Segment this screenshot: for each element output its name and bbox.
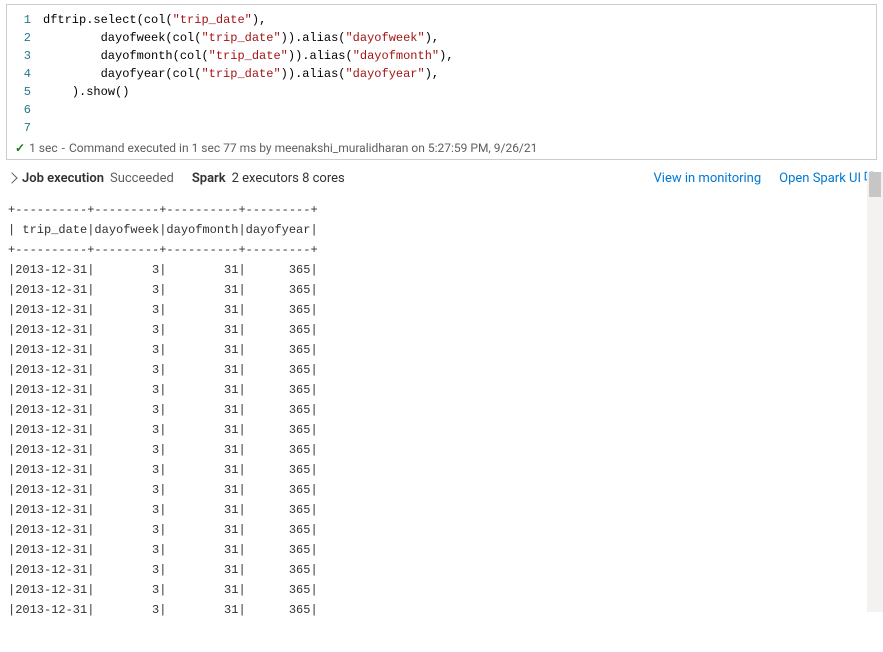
code-token: , <box>432 31 439 45</box>
code-token: "dayofweek" <box>345 31 424 45</box>
execution-status-bar: ✓ 1 sec - Command executed in 1 sec 77 m… <box>7 137 876 159</box>
checkmark-icon: ✓ <box>15 141 25 155</box>
output-area: +----------+---------+----------+-------… <box>8 200 883 628</box>
code-token: ) <box>122 85 129 99</box>
open-spark-label: Open Spark UI <box>779 171 861 186</box>
code-token: "trip_date" <box>209 49 288 63</box>
line-number: 3 <box>7 47 31 65</box>
code-token: col <box>180 49 202 63</box>
line-gutter: 1 2 3 4 5 6 7 <box>7 11 43 137</box>
code-token: ) <box>252 13 259 27</box>
code-token: col <box>173 67 195 81</box>
code-cell: 1 2 3 4 5 6 7 dftrip.select(col("trip_da… <box>6 4 877 160</box>
code-token: col <box>173 31 195 45</box>
code-token: alias <box>309 49 345 63</box>
code-token: ( <box>201 49 208 63</box>
code-token: ( <box>345 49 352 63</box>
code-token: ( <box>173 49 180 63</box>
line-number: 6 <box>7 101 31 119</box>
job-execution-label[interactable]: Job execution <box>22 171 104 186</box>
code-token: alias <box>302 67 338 81</box>
view-monitoring-link[interactable]: View in monitoring <box>654 171 762 186</box>
code-token: ( <box>165 13 172 27</box>
code-token: ) <box>281 31 288 45</box>
code-token: ) <box>281 67 288 81</box>
code-token: dftrip <box>43 13 86 27</box>
code-token: ) <box>288 31 295 45</box>
code-token: dayofmonth <box>101 49 173 63</box>
chevron-right-icon[interactable] <box>6 172 17 183</box>
code-token: ) <box>288 49 295 63</box>
code-token: dayofyear <box>101 67 166 81</box>
code-token: ) <box>288 67 295 81</box>
code-token: ) <box>425 31 432 45</box>
job-execution-status: Succeeded <box>110 171 174 186</box>
line-number: 2 <box>7 29 31 47</box>
line-number: 7 <box>7 119 31 137</box>
spark-label: Spark <box>192 171 226 186</box>
open-spark-ui-link[interactable]: Open Spark UI <box>779 170 875 186</box>
status-message: Command executed in 1 sec 77 ms by meena… <box>69 141 537 155</box>
scrollbar[interactable] <box>867 172 883 612</box>
code-token: ( <box>137 13 144 27</box>
code-token: "dayofmonth" <box>353 49 439 63</box>
code-token: ) <box>72 85 79 99</box>
line-number: 4 <box>7 65 31 83</box>
code-token: , <box>446 49 453 63</box>
spark-detail: 2 executors 8 cores <box>232 171 345 186</box>
line-number: 1 <box>7 11 31 29</box>
code-token: ( <box>165 31 172 45</box>
code-editor[interactable]: 1 2 3 4 5 6 7 dftrip.select(col("trip_da… <box>7 5 876 137</box>
code-content[interactable]: dftrip.select(col("trip_date"), dayofwee… <box>43 11 876 137</box>
code-token: "trip_date" <box>201 31 280 45</box>
code-token: ( <box>165 67 172 81</box>
duration-text: 1 sec <box>29 141 58 155</box>
code-token: select <box>93 13 136 27</box>
code-token: "trip_date" <box>201 67 280 81</box>
status-separator: - <box>62 141 65 155</box>
code-token: "trip_date" <box>173 13 252 27</box>
code-token: , <box>432 67 439 81</box>
code-token: ) <box>425 67 432 81</box>
code-token: show <box>86 85 115 99</box>
code-token: alias <box>302 31 338 45</box>
line-number: 5 <box>7 83 31 101</box>
job-execution-bar: Job execution Succeeded Spark 2 executor… <box>0 160 883 196</box>
code-token: "dayofyear" <box>345 67 424 81</box>
code-token: , <box>259 13 266 27</box>
code-token: dayofweek <box>101 31 166 45</box>
scroll-thumb[interactable] <box>869 172 881 197</box>
code-token: col <box>144 13 166 27</box>
